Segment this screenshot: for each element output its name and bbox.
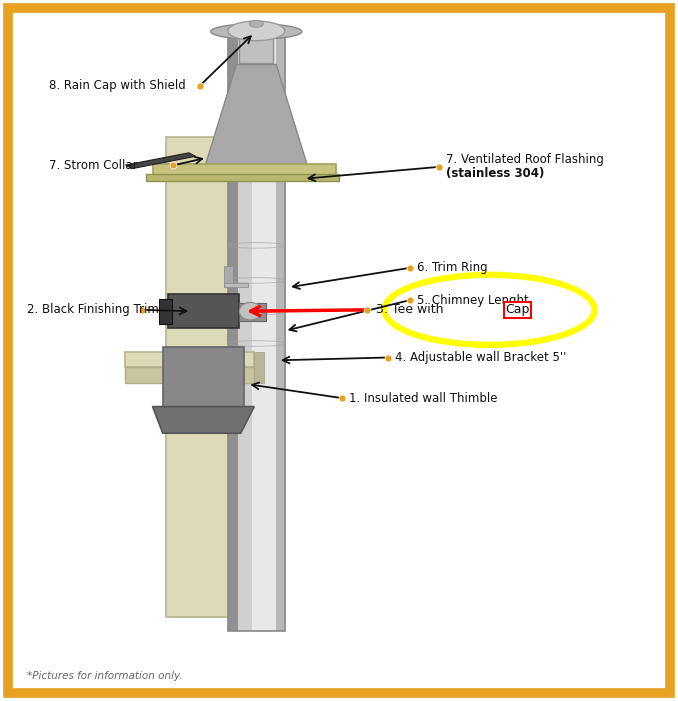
- Text: 7. Strom Collar: 7. Strom Collar: [49, 159, 138, 172]
- Bar: [254, 352, 264, 383]
- Text: 3. Tee with: 3. Tee with: [376, 304, 447, 316]
- Text: *Pictures for information only.: *Pictures for information only.: [27, 672, 183, 681]
- Bar: [125, 352, 254, 367]
- Bar: [228, 32, 285, 631]
- Bar: [239, 303, 266, 321]
- Bar: [168, 294, 239, 328]
- Bar: [228, 32, 238, 631]
- Bar: [224, 266, 233, 287]
- Ellipse shape: [228, 21, 285, 41]
- Bar: [239, 32, 273, 63]
- Bar: [238, 32, 252, 631]
- Polygon shape: [205, 64, 308, 166]
- Bar: [153, 164, 336, 177]
- Bar: [252, 32, 276, 631]
- Text: 2. Black Finishing Trim: 2. Black Finishing Trim: [27, 304, 159, 316]
- Bar: [224, 283, 248, 287]
- Bar: [166, 137, 244, 617]
- Bar: [276, 32, 285, 631]
- Bar: [125, 367, 254, 383]
- Polygon shape: [125, 153, 196, 169]
- Ellipse shape: [211, 24, 302, 39]
- Text: 6. Trim Ring: 6. Trim Ring: [417, 261, 487, 274]
- Bar: [159, 299, 172, 324]
- Text: 4. Adjustable wall Bracket 5'': 4. Adjustable wall Bracket 5'': [395, 351, 566, 364]
- Ellipse shape: [239, 303, 262, 320]
- Bar: [163, 347, 244, 407]
- Bar: [146, 174, 339, 181]
- Text: 1. Insulated wall Thimble: 1. Insulated wall Thimble: [349, 392, 498, 404]
- Text: (stainless 304): (stainless 304): [446, 167, 544, 179]
- Text: 7. Ventilated Roof Flashing: 7. Ventilated Roof Flashing: [446, 153, 604, 165]
- Ellipse shape: [250, 20, 263, 27]
- Text: Cap: Cap: [505, 304, 530, 316]
- Polygon shape: [153, 407, 254, 433]
- Text: 5. Chimney Lenght: 5. Chimney Lenght: [417, 294, 529, 306]
- Text: 8. Rain Cap with Shield: 8. Rain Cap with Shield: [49, 79, 186, 92]
- Bar: [244, 137, 254, 617]
